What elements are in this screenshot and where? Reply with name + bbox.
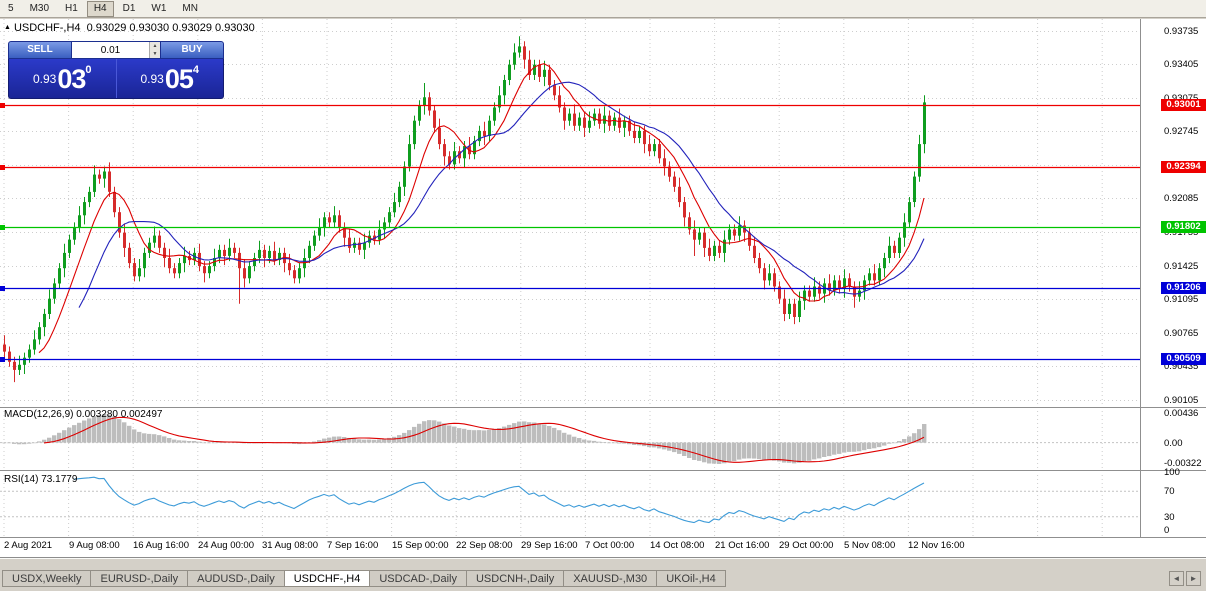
tab-audusd-daily[interactable]: AUDUSD-,Daily — [187, 570, 285, 587]
line-edge-marker — [0, 165, 5, 170]
one-click-panel-toggle-icon[interactable]: ▲ — [4, 24, 11, 31]
tab-usdcad-daily[interactable]: USDCAD-,Daily — [369, 570, 467, 587]
line-edge-marker — [0, 103, 5, 108]
chart-tab-bar: USDX,Weekly EURUSD-,Daily AUDUSD-,Daily … — [0, 557, 1206, 591]
bid-price-prefix: 0.93 — [32, 71, 57, 86]
chart-symbol-period: USDCHF-,H4 — [13, 22, 81, 34]
one-click-trading-panel: SELL ▲ ▼ BUY 0.93 03 0 0.93 — [8, 41, 224, 99]
macd-signal-line — [43, 416, 925, 463]
tab-scroll-buttons: ◄ ► — [1169, 571, 1201, 586]
bid-price-display[interactable]: 0.93 03 0 — [9, 59, 117, 98]
lot-size-input[interactable] — [72, 42, 149, 58]
timeframe-m30-button[interactable]: M30 — [29, 2, 50, 14]
bid-price-point: 0 — [85, 64, 92, 76]
rsi-line — [73, 476, 925, 524]
chart-window: 0.93735 0.93405 0.93075 0.92745 0.92415 0.920… — [0, 19, 1206, 557]
line-edge-marker — [0, 286, 5, 291]
timeframe-m5-button[interactable]: 5 — [8, 2, 14, 14]
ask-price-point: 4 — [192, 64, 200, 76]
chart-ohlc-values: 0.93029 0.93030 0.93029 0.93030 — [86, 22, 255, 34]
rsi-indicator-label: RSI(14) 73.1779 — [4, 474, 78, 485]
tab-ukoil-h4[interactable]: UKOil-,H4 — [656, 570, 726, 587]
tab-usdcnh-daily[interactable]: USDCNH-,Daily — [465, 570, 565, 587]
timeframe-mn-button[interactable]: MN — [182, 2, 198, 14]
timeframe-h4-button[interactable]: H4 — [86, 0, 114, 17]
timeframe-d1-button[interactable]: D1 — [122, 2, 136, 14]
lot-stepper: ▲ ▼ — [149, 42, 160, 58]
lot-stepper-up-icon[interactable]: ▲ — [150, 42, 160, 50]
tab-usdx-weekly[interactable]: USDX,Weekly — [2, 570, 92, 587]
line-edge-marker — [0, 357, 5, 362]
timeframe-h1-button[interactable]: H1 — [65, 2, 78, 14]
macd-indicator-label: MACD(12,26,9) 0.003280 0.002497 — [4, 409, 163, 420]
buy-button[interactable]: BUY — [160, 41, 224, 59]
tab-usdchf-h4[interactable]: USDCHF-,H4 — [283, 570, 371, 587]
chart-title: ▲ USDCHF-,H4 0.93029 0.93030 0.93029 0.930… — [4, 22, 255, 34]
chart-tabs: USDX,Weekly EURUSD-,Daily AUDUSD-,Daily … — [2, 570, 726, 587]
timeframe-toolbar: 5 M30 H1 H4 D1 W1 MN — [0, 0, 1206, 18]
tab-eurusd-daily[interactable]: EURUSD-,Daily — [90, 570, 189, 587]
ma-8-line — [38, 63, 925, 354]
lot-size-box: ▲ ▼ — [72, 41, 160, 59]
sell-button[interactable]: SELL — [8, 41, 72, 59]
bid-price-pips: 03 — [57, 63, 86, 94]
ask-price-pips: 05 — [164, 63, 194, 94]
tab-scroll-left-button[interactable]: ◄ — [1169, 571, 1184, 586]
line-edge-marker — [0, 225, 5, 230]
chart-canvas[interactable] — [0, 19, 1206, 557]
tab-xauusd-m30[interactable]: XAUUSD-,M30 — [563, 570, 658, 587]
lot-stepper-down-icon[interactable]: ▼ — [150, 50, 160, 58]
timeframe-w1-button[interactable]: W1 — [151, 2, 167, 14]
ask-price-display[interactable]: 0.93 05 4 — [117, 59, 224, 98]
ma-16-line — [78, 81, 925, 308]
ask-price-prefix: 0.93 — [140, 71, 164, 86]
candles-layer — [3, 36, 926, 383]
tab-scroll-right-button[interactable]: ► — [1186, 571, 1201, 586]
